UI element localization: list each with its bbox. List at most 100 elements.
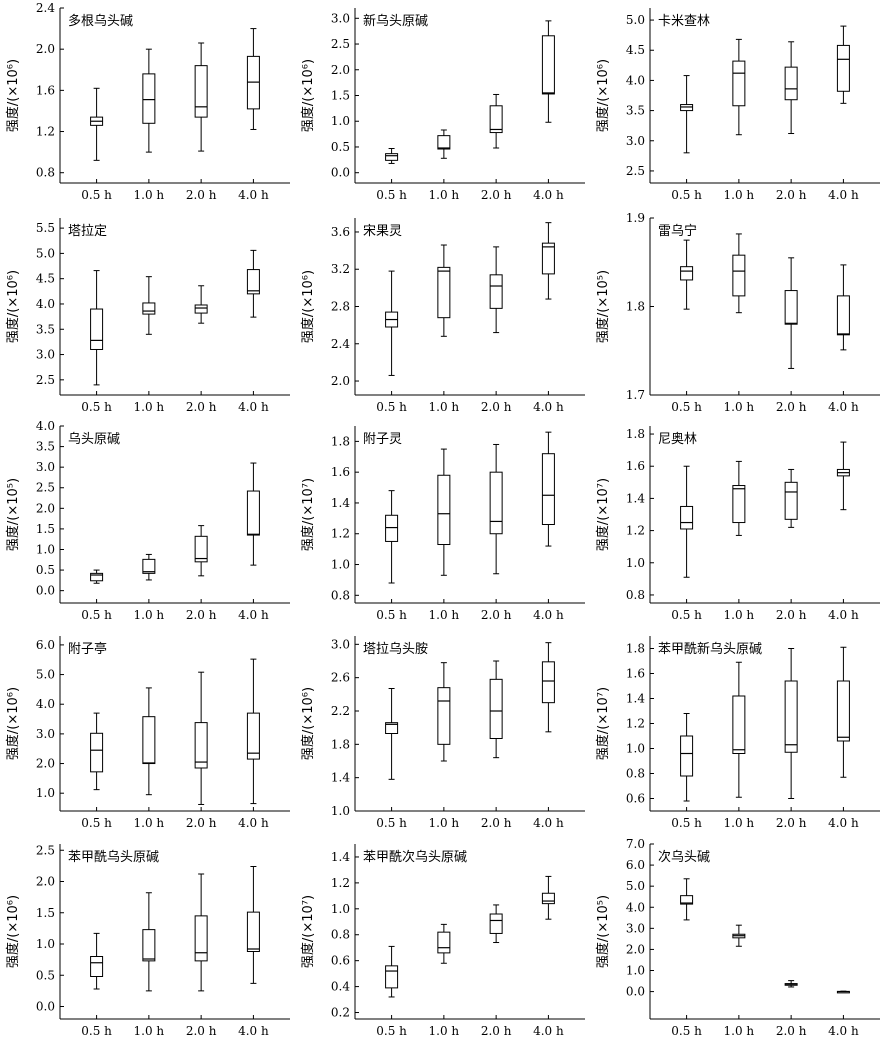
box-4 <box>246 658 260 805</box>
y-axis-label: 强度/(×10⁶) <box>5 59 21 132</box>
iqr-box <box>142 302 156 315</box>
box-4 <box>541 222 555 300</box>
box-4 <box>541 875 555 920</box>
iqr-box <box>489 274 503 309</box>
iqr-box <box>385 153 399 161</box>
iqr-box <box>732 60 746 107</box>
box-2 <box>142 276 156 335</box>
box-3 <box>194 525 208 577</box>
x-tick-label: 2.0 h <box>481 188 512 202</box>
y-tick-label: 1.0 <box>331 902 350 916</box>
iqr-box <box>246 269 260 295</box>
iqr-box <box>90 308 104 350</box>
y-axis-label: 强度/(×10⁶) <box>5 687 21 760</box>
y-tick-label: 3.0 <box>36 727 55 741</box>
box-4 <box>246 866 260 984</box>
x-tick-label: 4.0 h <box>533 608 564 622</box>
y-tick-label: 2.0 <box>331 374 350 388</box>
box-2 <box>142 553 156 581</box>
x-tick-label: 2.0 h <box>186 188 217 202</box>
y-tick-label: 1.0 <box>626 964 645 978</box>
y-axis-label: 强度/(×10⁶) <box>300 59 316 132</box>
x-tick-label: 1.0 h <box>134 816 165 830</box>
y-tick-label: 1.6 <box>331 465 350 479</box>
y-tick-label: 0.8 <box>331 588 350 602</box>
y-tick-label: 0.0 <box>331 166 350 180</box>
x-tick-label: 1.0 h <box>724 816 755 830</box>
y-tick-label: 2.4 <box>36 1 55 15</box>
box-1 <box>385 490 399 584</box>
x-tick-label: 4.0 h <box>533 1024 564 1038</box>
y-tick-label: 0.0 <box>36 1000 55 1014</box>
chart-title: 苯甲酰乌头原碱 <box>68 849 159 865</box>
y-tick-label: 1.4 <box>331 850 350 864</box>
chart-title: 乌头原碱 <box>68 431 120 447</box>
chart-title: 苯甲酰次乌头原碱 <box>363 849 467 865</box>
iqr-box <box>194 722 208 769</box>
x-tick-label: 4.0 h <box>238 1024 269 1038</box>
y-tick-label: 3.0 <box>36 348 55 362</box>
box-1 <box>90 569 104 584</box>
iqr-box <box>489 471 503 535</box>
y-tick-label: 5.5 <box>36 221 55 235</box>
y-tick-label: 1.5 <box>36 522 55 536</box>
y-tick-label: 1.2 <box>626 717 645 731</box>
x-tick-label: 0.5 h <box>81 608 112 622</box>
x-tick-label: 2.0 h <box>776 400 807 414</box>
box-4 <box>541 20 555 123</box>
iqr-box <box>489 678 503 739</box>
iqr-box <box>732 254 746 297</box>
box-1 <box>680 75 694 154</box>
x-tick-label: 4.0 h <box>828 188 859 202</box>
y-tick-label: 2.0 <box>331 63 350 77</box>
y-tick-label: 4.5 <box>36 272 55 286</box>
iqr-box <box>784 680 798 753</box>
y-tick-label: 2.5 <box>36 843 55 857</box>
y-tick-label: 2.0 <box>36 501 55 515</box>
box-2 <box>732 233 746 314</box>
y-tick-label: 1.5 <box>36 906 55 920</box>
box-4 <box>836 441 850 511</box>
y-tick-label: 0.0 <box>626 985 645 999</box>
x-tick-label: 0.5 h <box>671 1024 702 1038</box>
y-tick-label: 3.6 <box>331 225 350 239</box>
box-1 <box>90 270 104 386</box>
iqr-box <box>142 73 156 124</box>
x-tick-label: 0.5 h <box>671 400 702 414</box>
x-tick-label: 0.5 h <box>81 1024 112 1038</box>
iqr-box <box>437 266 451 319</box>
iqr-box <box>437 474 451 546</box>
y-tick-label: 5.0 <box>36 668 55 682</box>
x-tick-label: 0.5 h <box>376 816 407 830</box>
x-tick-label: 0.5 h <box>376 1024 407 1038</box>
iqr-box <box>385 722 399 735</box>
y-tick-label: 1.6 <box>36 83 55 97</box>
y-axis-label: 强度/(×10⁷) <box>300 478 316 551</box>
y-axis-label: 强度/(×10⁵) <box>5 478 21 551</box>
x-tick-label: 4.0 h <box>238 400 269 414</box>
chart-title: 塔拉定 <box>68 224 107 239</box>
y-tick-label: 1.0 <box>36 786 55 800</box>
x-tick-label: 2.0 h <box>776 188 807 202</box>
iqr-box <box>541 453 555 526</box>
y-tick-label: 1.0 <box>331 804 350 818</box>
y-tick-label: 2.5 <box>36 373 55 387</box>
box-3 <box>194 42 208 152</box>
iqr-box <box>680 266 694 281</box>
y-tick-label: 0.5 <box>36 968 55 982</box>
y-tick-label: 6.0 <box>626 858 645 872</box>
y-tick-label: 4.0 <box>36 697 55 711</box>
y-tick-label: 1.0 <box>331 114 350 128</box>
y-tick-label: 2.5 <box>331 37 350 51</box>
iqr-box <box>142 929 156 962</box>
chart-title: 新乌头原碱 <box>363 13 428 29</box>
iqr-box <box>194 304 208 314</box>
y-axis-label: 强度/(×10⁷) <box>595 478 611 551</box>
box-1 <box>385 148 399 164</box>
y-tick-label: 2.8 <box>331 300 350 314</box>
